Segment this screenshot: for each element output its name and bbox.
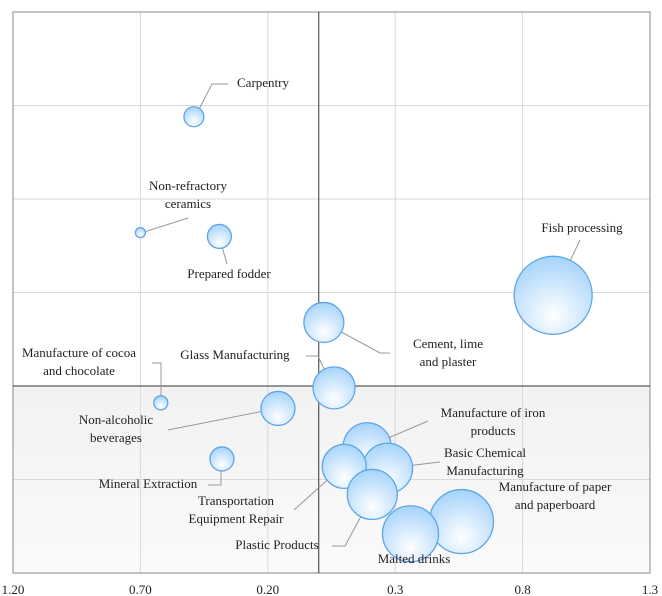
leader-line: [140, 217, 189, 234]
bubble-label: Malted drinks: [378, 551, 451, 566]
bubble-label: Fish processing: [541, 220, 623, 235]
bubble-label: Mineral Extraction: [99, 476, 198, 491]
label-line: Manufacturing: [446, 463, 524, 478]
x-tick-label: 0.20: [256, 582, 279, 596]
bubble-label: Manufacture of paper and paperboard: [499, 479, 612, 512]
label-line: and plaster: [420, 354, 477, 369]
bubble-label: Plastic Products: [235, 537, 318, 552]
bubble-label: Basic Chemical Manufacturing: [444, 445, 526, 478]
leader-line: [152, 362, 162, 403]
bubble-label: Prepared fodder: [187, 266, 271, 281]
x-tick-label: 1.3: [642, 582, 658, 596]
label-line: Transportation: [198, 493, 275, 508]
x-tick-label: 1.20: [2, 582, 25, 596]
x-tick-label: 0.70: [129, 582, 152, 596]
label-line: Non-refractory: [149, 178, 227, 193]
x-tick-label: 0.8: [514, 582, 530, 596]
bubble: [312, 366, 356, 410]
bubble-label: Transportation Equipment Repair: [189, 493, 285, 526]
label-line: products: [471, 423, 516, 438]
label-line: Equipment Repair: [189, 511, 285, 526]
leader-line: [322, 321, 390, 354]
bubble: [209, 446, 235, 472]
bubble-label: Glass Manufacturing: [180, 347, 290, 362]
bubble-label: Non-refractory ceramics: [149, 178, 227, 211]
label-line: Manufacture of iron: [441, 405, 546, 420]
bubble-label: Manufacture of iron products: [441, 405, 546, 438]
bubble: [153, 395, 169, 411]
x-tick-label: 0.3: [387, 582, 403, 596]
label-line: Manufacture of paper: [499, 479, 612, 494]
bubble: [260, 390, 296, 427]
bubble: [206, 223, 233, 250]
bubble: [428, 488, 495, 555]
bubble-label: Carpentry: [237, 75, 289, 90]
bubble: [183, 106, 205, 128]
bubble: [346, 468, 398, 521]
bubble-label: Manufacture of cocoa and chocolate: [22, 345, 136, 378]
leader-line: [167, 407, 280, 431]
label-line: Basic Chemical: [444, 445, 526, 460]
label-line: Non-alcoholic: [79, 412, 154, 427]
label-line: and chocolate: [43, 363, 115, 378]
label-line: and paperboard: [515, 497, 596, 512]
label-line: Manufacture of cocoa: [22, 345, 136, 360]
bubble: [513, 255, 593, 335]
label-line: ceramics: [165, 196, 211, 211]
label-line: beverages: [90, 430, 142, 445]
bubble: [381, 505, 440, 563]
bubble-label: Non-alcoholic beverages: [79, 412, 154, 445]
bubble: [303, 301, 345, 344]
label-line: Cement, lime: [413, 336, 483, 351]
leader-line: [194, 83, 228, 118]
plot-frame: [12, 11, 651, 574]
bubble-label: Cement, lime and plaster: [413, 336, 483, 369]
bubble: [134, 227, 147, 239]
